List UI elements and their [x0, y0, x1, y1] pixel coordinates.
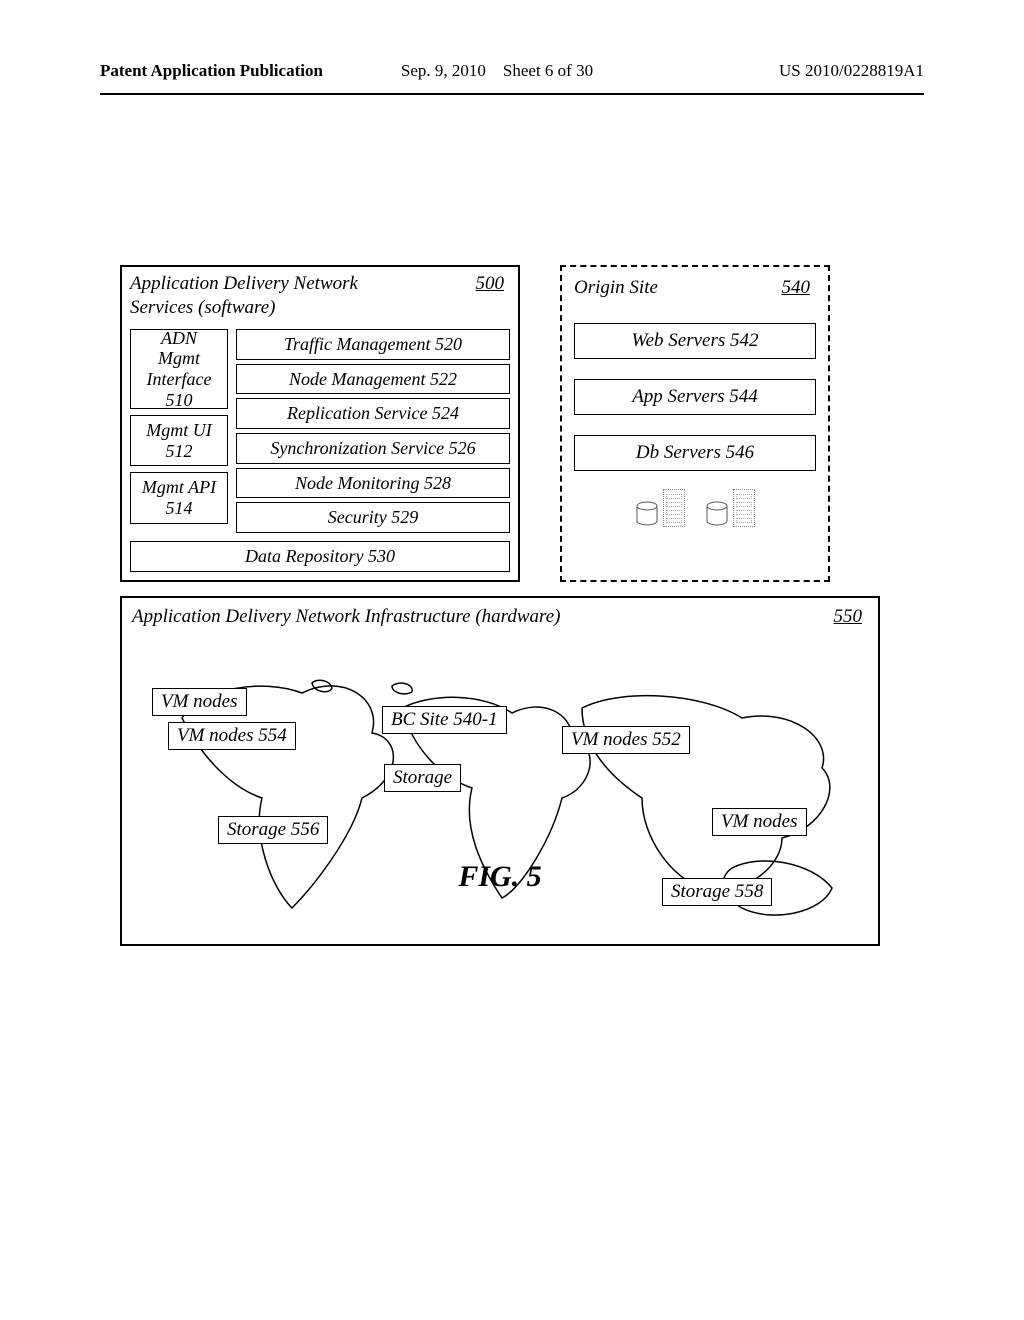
adn-mgmt-api: Mgmt API 514 — [130, 472, 228, 523]
adn-services-box: Application Delivery Network 500 Service… — [120, 265, 520, 582]
label-storage-a: Storage — [384, 764, 461, 792]
label-vm-nodes-552: VM nodes 552 — [562, 726, 690, 754]
adn-ref: 500 — [476, 273, 505, 295]
database-icon — [635, 501, 659, 527]
sheet-label: Sheet 6 of 30 — [503, 61, 593, 80]
svc-security: Security 529 — [236, 502, 510, 533]
adn-subtitle: Services (software) — [130, 297, 510, 319]
svc-node-monitor: Node Monitoring 528 — [236, 468, 510, 499]
label-vm-nodes-a: VM nodes — [152, 688, 247, 716]
pub-number: US 2010/0228819A1 — [779, 61, 924, 81]
svc-traffic-mgmt: Traffic Management 520 — [236, 329, 510, 360]
server-icons — [574, 489, 816, 527]
db-servers: Db Servers 546 — [574, 435, 816, 471]
rack-icon — [733, 489, 755, 527]
svc-sync: Synchronization Service 526 — [236, 433, 510, 464]
adn-title-text: Application Delivery Network — [130, 273, 358, 295]
origin-title-text: Origin Site — [574, 277, 658, 299]
rack-icon — [663, 489, 685, 527]
origin-ref: 540 — [782, 277, 811, 299]
svc-replication: Replication Service 524 — [236, 398, 510, 429]
label-bc-site: BC Site 540-1 — [382, 706, 507, 734]
hw-title-text: Application Delivery Network Infrastruct… — [132, 606, 560, 628]
data-repository: Data Repository 530 — [130, 541, 510, 572]
app-servers: App Servers 544 — [574, 379, 816, 415]
header-center: Sep. 9, 2010 Sheet 6 of 30 — [401, 61, 623, 81]
pub-date: Sep. 9, 2010 — [401, 61, 486, 80]
figure-caption: FIG. 5 — [120, 860, 880, 894]
label-storage-556: Storage 556 — [218, 816, 328, 844]
adn-mgmt-ui: Mgmt UI 512 — [130, 415, 228, 466]
label-vm-nodes-b: VM nodes — [712, 808, 807, 836]
adn-mgmt-interface: ADN Mgmt Interface 510 — [130, 329, 228, 409]
origin-site-box: Origin Site 540 Web Servers 542 App Serv… — [560, 265, 830, 582]
svc-node-mgmt: Node Management 522 — [236, 364, 510, 395]
label-vm-nodes-554: VM nodes 554 — [168, 722, 296, 750]
figure-5: Application Delivery Network 500 Service… — [120, 265, 900, 946]
database-icon — [705, 501, 729, 527]
web-servers: Web Servers 542 — [574, 323, 816, 359]
publication-label: Patent Application Publication — [100, 61, 323, 81]
page-header: Patent Application Publication Sep. 9, 2… — [100, 55, 924, 95]
hw-ref: 550 — [834, 606, 863, 628]
